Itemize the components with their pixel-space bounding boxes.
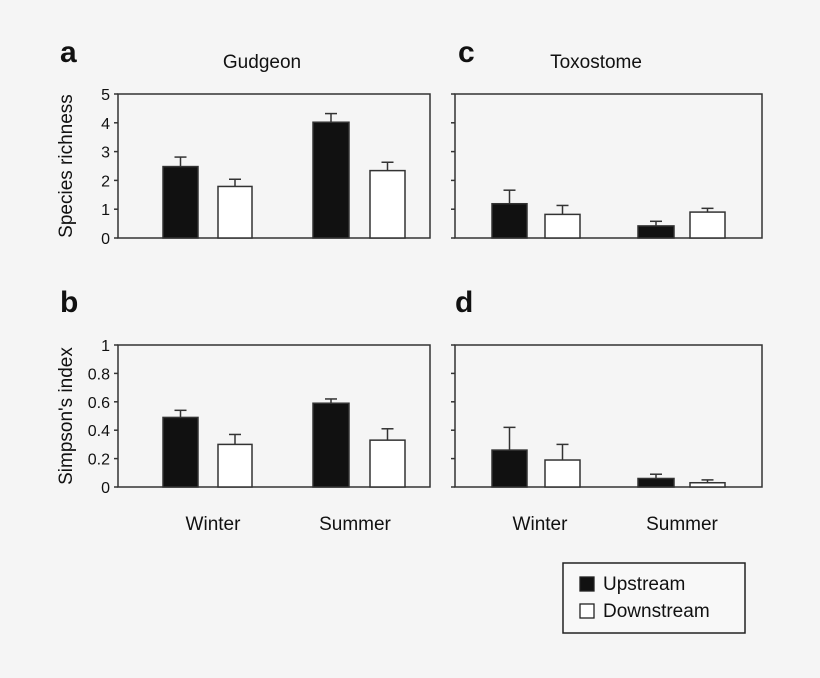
panel-b: b Simpson's index 0 0.2 0.4 0.6 0.8 1 Winter Summ… bbox=[56, 286, 431, 535]
y-tick-label: 0.8 bbox=[88, 366, 110, 383]
panel-title: Toxostome bbox=[550, 52, 642, 73]
legend-swatch bbox=[579, 576, 595, 592]
bar-downstream-summer bbox=[369, 439, 406, 488]
y-axis-label: Species richness bbox=[56, 94, 77, 238]
bar-upstream-winter bbox=[162, 416, 199, 488]
panel-label: b bbox=[60, 286, 78, 319]
bar-downstream-summer bbox=[689, 211, 726, 239]
panel-title: Gudgeon bbox=[223, 52, 301, 73]
bar-downstream-winter bbox=[217, 185, 253, 239]
y-tick-label: 0 bbox=[101, 231, 110, 248]
bar-upstream-summer bbox=[637, 477, 675, 488]
panel-d: d Winter Summer bbox=[451, 286, 763, 535]
panel-label: d bbox=[455, 286, 473, 319]
y-tick-label: 1 bbox=[101, 338, 110, 355]
bar-downstream-summer bbox=[689, 481, 726, 488]
plot-frame bbox=[117, 344, 431, 488]
panel-c: c Toxostome bbox=[451, 36, 763, 239]
x-tick-label: Summer bbox=[319, 514, 391, 535]
y-tick-label: 3 bbox=[101, 145, 110, 162]
x-tick-label: Winter bbox=[186, 514, 242, 535]
y-axis-label: Simpson's index bbox=[56, 347, 77, 485]
y-tick-label: 4 bbox=[101, 116, 110, 133]
bar-downstream-winter bbox=[544, 459, 581, 488]
y-tick-label: 0.2 bbox=[88, 452, 110, 469]
bar-upstream-summer bbox=[637, 225, 675, 239]
y-tick-label: 5 bbox=[101, 87, 110, 104]
bar-upstream-summer bbox=[312, 121, 350, 239]
panel-label: a bbox=[60, 36, 77, 69]
y-tick-label: 0.6 bbox=[88, 395, 110, 412]
y-tick-label: 0 bbox=[101, 480, 110, 497]
bar-upstream-summer bbox=[312, 402, 350, 488]
plot-frame bbox=[117, 93, 431, 239]
plot-frame bbox=[454, 344, 763, 488]
plot-frame bbox=[454, 93, 763, 239]
y-tick-label: 0.4 bbox=[88, 423, 110, 440]
bar-upstream-winter bbox=[162, 165, 199, 239]
legend-label: Upstream bbox=[603, 574, 685, 595]
bar-upstream-winter bbox=[491, 449, 528, 488]
legend: Upstream Downstream bbox=[562, 562, 746, 634]
panel-a: a Gudgeon Species richness 0 1 2 3 4 5 bbox=[56, 36, 431, 248]
legend-swatch bbox=[579, 603, 595, 619]
bar-downstream-summer bbox=[369, 169, 406, 239]
bar-downstream-winter bbox=[217, 443, 253, 488]
y-tick-label: 1 bbox=[101, 202, 110, 219]
legend-label: Downstream bbox=[603, 601, 710, 622]
bar-downstream-winter bbox=[544, 213, 581, 239]
legend-box bbox=[562, 562, 746, 634]
x-tick-label: Winter bbox=[513, 514, 569, 535]
panel-label: c bbox=[458, 36, 475, 69]
y-tick-label: 2 bbox=[101, 173, 110, 190]
x-tick-label: Summer bbox=[646, 514, 718, 535]
bar-upstream-winter bbox=[491, 202, 528, 239]
